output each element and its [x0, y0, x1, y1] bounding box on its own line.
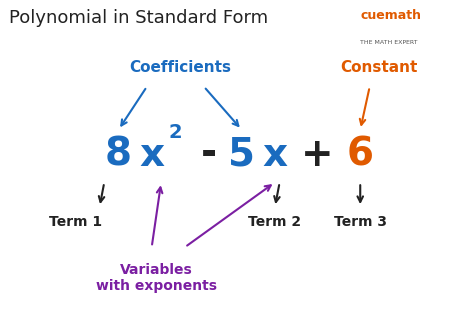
Text: 6: 6 — [347, 136, 374, 173]
Text: x: x — [262, 136, 288, 173]
Text: 8: 8 — [105, 136, 132, 173]
Text: 5: 5 — [228, 136, 255, 173]
Text: Coefficients: Coefficients — [129, 61, 231, 75]
Text: Constant: Constant — [340, 61, 418, 75]
Text: Term 1: Term 1 — [49, 215, 102, 230]
Text: +: + — [301, 136, 334, 173]
Text: THE MATH EXPERT: THE MATH EXPERT — [360, 40, 418, 45]
Text: Term 2: Term 2 — [248, 215, 301, 230]
Text: cuemath: cuemath — [360, 9, 421, 22]
Text: 2: 2 — [169, 123, 182, 142]
Text: Term 3: Term 3 — [334, 215, 387, 230]
Text: -: - — [201, 136, 217, 173]
Text: Variables
with exponents: Variables with exponents — [96, 263, 217, 293]
Text: Polynomial in Standard Form: Polynomial in Standard Form — [9, 9, 269, 27]
Text: x: x — [139, 136, 164, 173]
